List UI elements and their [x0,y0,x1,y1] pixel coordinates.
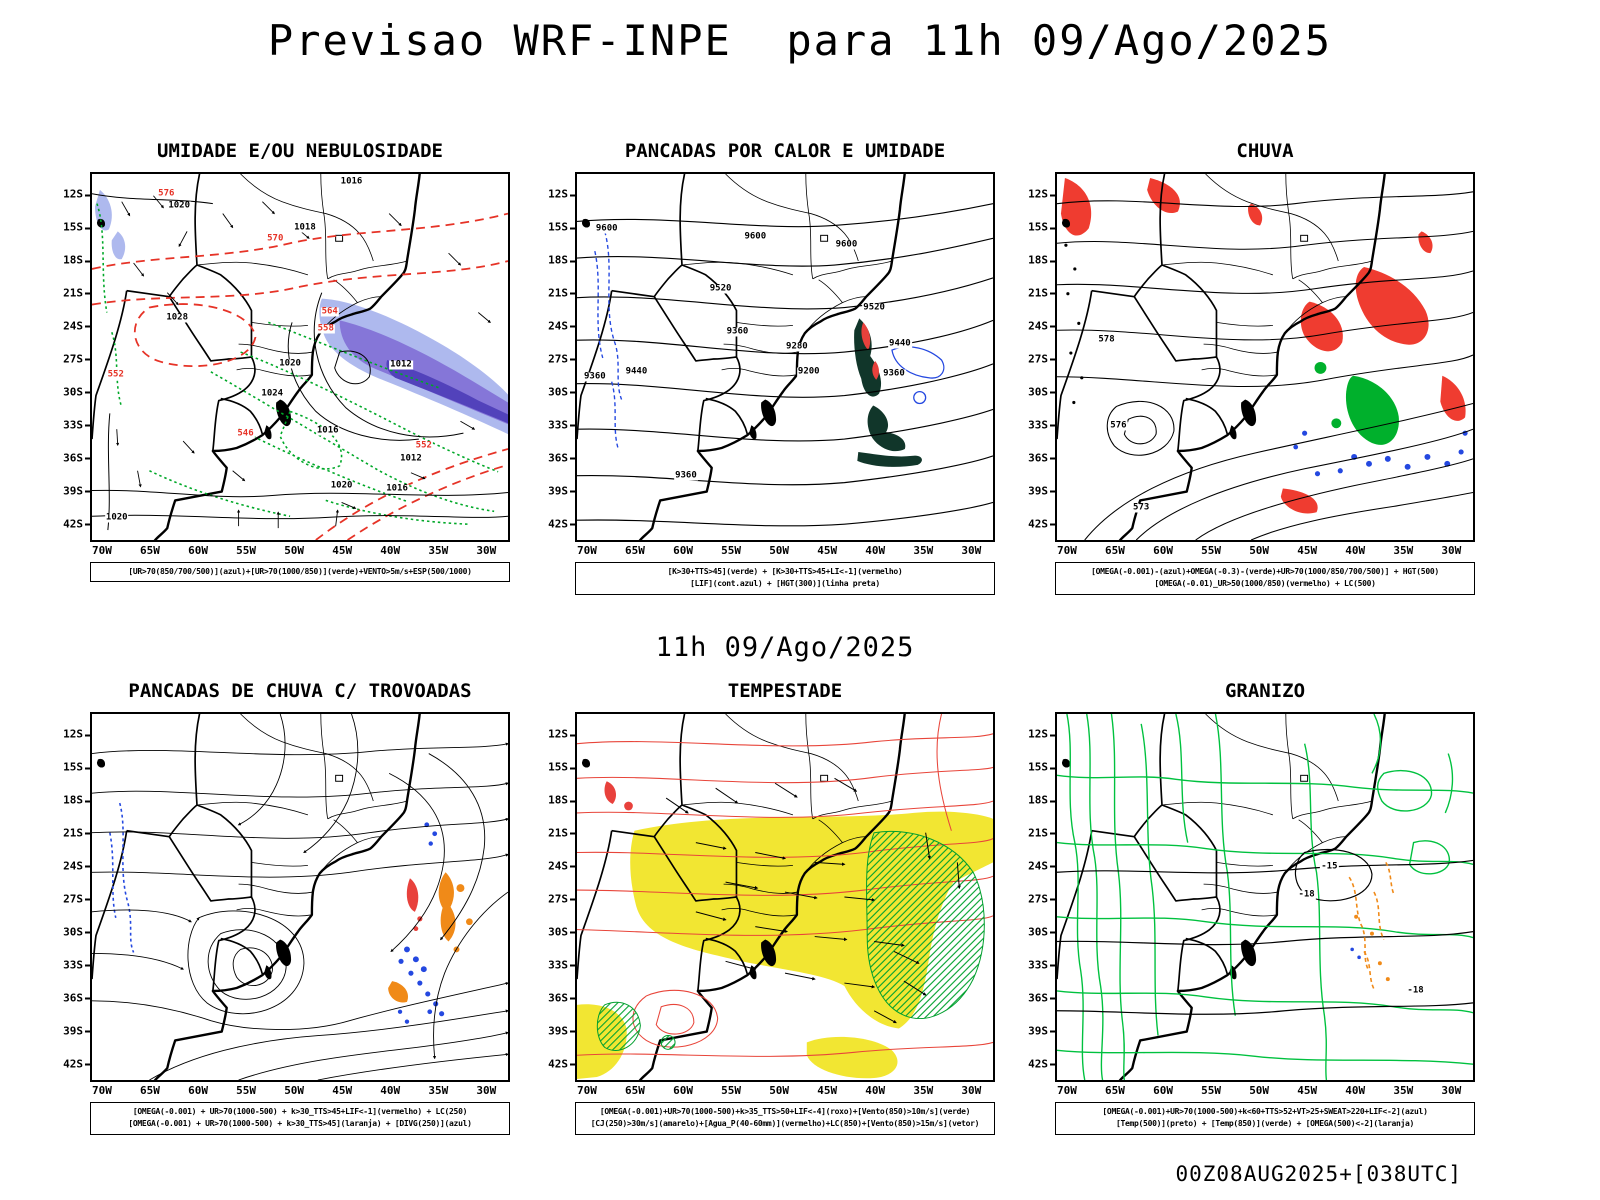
caption-line: [CJ(250)>30m/s](amarelo)+[Agua_P(40-60mm… [590,1119,980,1129]
page-title: Previsao WRF-INPE para 11h 09/Ago/2025 [267,16,1333,65]
lat-axis: 12S 15S 18S 21S 24S 27S 30S 33S 36S 39S 42S [548,187,575,531]
panel-granizo: GRANIZO [1028,680,1475,1135]
caption-line: [OMEGA(-0.001) + UR>70(1000-500) + k>30_… [128,1119,472,1129]
map-frame-granizo: -15 -18 -18 12S 15S 18S 21S 24S 27S 30S 33S 36S 39S… [1028,712,1475,1097]
footer-timestamp: 00Z08AUG2025+[038UTC] [1175,1162,1462,1186]
caption-line: [Temp(500)](preto) + [Temp(850)](verde) … [1115,1119,1415,1129]
lon-axis: 70W 65W 60W 55W 50W 45W 40W 35W 30W [92,544,497,557]
panel-tempestade: TEMPESTADE [548,680,995,1135]
map-frame-umidade: 1016 576 1020 1018 570 564 1028 558 1020 1012 552 1… [63,172,510,557]
map-art-tempestade [577,714,993,1080]
mid-validity-label: 11h 09/Ago/2025 [655,632,915,663]
panel-pancadas-calor: PANCADAS POR CALOR E UMIDADE [548,140,995,595]
caption-line: [LIF](cont.azul) + [HGT(300)](linha pret… [690,579,880,589]
caption-box: [OMEGA(-0.001)+UR>70(1000-500)+k<60+TTS>… [1055,1102,1475,1135]
caption-line: [K>30+TTS>45](verde) + [K>30+TTS>45+LI<-… [667,567,903,576]
caption-line: [OMEGA(-0.01)_UR>50(1000/850)(vermelho) … [1154,579,1376,589]
lon-axis: 70W 65W 60W 55W 50W 45W 40W 35W 30W [1057,544,1462,557]
caption-box: [OMEGA(-0.001) + UR>70(1000-500) + k>30_… [90,1102,510,1135]
map-art-umidade [92,174,508,540]
lon-axis: 70W 65W 60W 55W 50W 45W 40W 35W 30W [92,1084,497,1097]
panel-trovoadas: PANCADAS DE CHUVA C/ TROVOADAS [63,680,510,1135]
map-frame-pancadas-calor: 9600 9600 9600 9520 9520 9360 9440 9280 9440 9200… [548,172,995,557]
map-art-trovoadas [92,714,508,1080]
map-frame-trovoadas: 12S 15S 18S 21S 24S 27S 30S 33S 36S 39S 42S 70W 65W… [63,712,510,1097]
lon-axis: 70W 65W 60W 55W 50W 45W 40W 35W 30W [577,1084,982,1097]
lat-axis: 12S 15S 18S 21S 24S 27S 30S 33S 36S 39S 42S [548,727,575,1071]
panel-chuva: CHUVA [1028,140,1475,595]
panel-title: CHUVA [1236,140,1294,162]
panel-title: PANCADAS DE CHUVA C/ TROVOADAS [128,680,472,702]
map-art-chuva [1057,174,1473,540]
map-art-granizo [1057,714,1473,1080]
caption-line: [OMEGA(-0.001)+UR>70(1000-500)+k>35_TTS>… [599,1107,971,1116]
lat-axis: 12S 15S 18S 21S 24S 27S 30S 33S 36S 39S 42S [1028,187,1055,531]
lat-axis: 12S 15S 18S 21S 24S 27S 30S 33S 36S 39S 42S [63,187,90,531]
caption-box: [K>30+TTS>45](verde) + [K>30+TTS>45+LI<-… [575,562,995,595]
lon-axis: 70W 65W 60W 55W 50W 45W 40W 35W 30W [577,544,982,557]
panel-title: TEMPESTADE [727,680,843,702]
lat-axis: 12S 15S 18S 21S 24S 27S 30S 33S 36S 39S 42S [63,727,90,1071]
panel-title: PANCADAS POR CALOR E UMIDADE [624,140,946,162]
lon-axis: 70W 65W 60W 55W 50W 45W 40W 35W 30W [1057,1084,1462,1097]
lat-axis: 12S 15S 18S 21S 24S 27S 30S 33S 36S 39S 42S [1028,727,1055,1071]
map-art-pancadas-calor [577,174,993,540]
panel-title: UMIDADE E/OU NEBULOSIDADE [157,140,443,162]
caption-line: [OMEGA(-0.001)+UR>70(1000-500)+k<60+TTS>… [1102,1107,1428,1116]
map-frame-chuva: 578 576 573 12S 15S 18S 21S 24S 27S 30S 33S 36S 39S… [1028,172,1475,557]
panel-umidade: UMIDADE E/OU NEBULOSIDADE [63,140,510,583]
caption-box: [OMEGA(-0.001)-(azul)+OMEGA(-0.3)-(verde… [1055,562,1475,595]
caption-box: [UR>70(850/700/500)](azul)+[UR>70(1000/8… [90,562,510,583]
caption-box: [OMEGA(-0.001)+UR>70(1000-500)+k>35_TTS>… [575,1102,995,1135]
caption-line: [OMEGA(-0.001) + UR>70(1000-500) + k>30_… [132,1107,468,1116]
panel-title: GRANIZO [1224,680,1306,702]
map-frame-tempestade: 12S 15S 18S 21S 24S 27S 30S 33S 36S 39S 42S 70W 65W… [548,712,995,1097]
caption-line: [UR>70(850/700/500)](azul)+[UR>70(1000/8… [128,567,472,576]
caption-line: [OMEGA(-0.001)-(azul)+OMEGA(-0.3)-(verde… [1091,567,1439,576]
